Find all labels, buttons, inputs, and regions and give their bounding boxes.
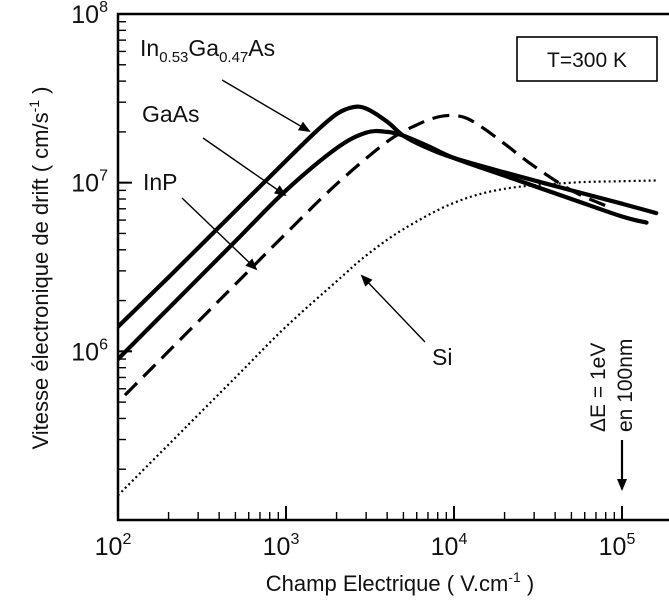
series-label-gaas: GaAs [142,101,200,127]
plot-frame [116,12,669,522]
x-tick-label-2: 104 [431,531,468,561]
arrow-gaas [202,137,287,197]
x-tick-label-1: 103 [263,531,300,561]
series-line-inp [123,113,607,397]
series-line-gaas [118,128,649,362]
temperature-box [516,36,658,82]
series-group [118,104,659,497]
series-line-in0-53ga0-47as [118,104,659,329]
x-tick-label-0: 102 [95,531,132,561]
delta-e-label: ΔE = 1eV [587,343,610,432]
series-label-inp: InP [143,169,178,195]
x-tick-label-3: 105 [599,531,636,561]
arrow-ingaas [221,79,311,133]
arrow-si [360,274,426,343]
temperature-label: T=300 K [547,49,627,72]
x-axis-tick-labels: 102 103 104 105 [95,531,636,561]
series-label-si: Si [432,344,452,370]
delta-e-sublabel: en 100nm [614,339,637,432]
y-axis-title: Vitesse électronique de drift ( cm/s-1 ) [26,87,53,450]
x-axis-ticks [167,506,623,520]
x-axis-title: Champ Electrique ( V.cm-1 ) [266,569,534,596]
y-axis-ticks [118,21,132,470]
y-tick-label-0: 106 [71,336,108,366]
y-tick-label-2: 108 [71,0,108,29]
series-line-si [118,179,657,497]
y-axis-tick-labels: 106 107 108 [71,0,108,366]
arrow-inp [181,197,258,271]
y-tick-label-1: 107 [71,168,108,198]
series-label-ingaas: In0.53Ga0.47As [140,35,275,66]
